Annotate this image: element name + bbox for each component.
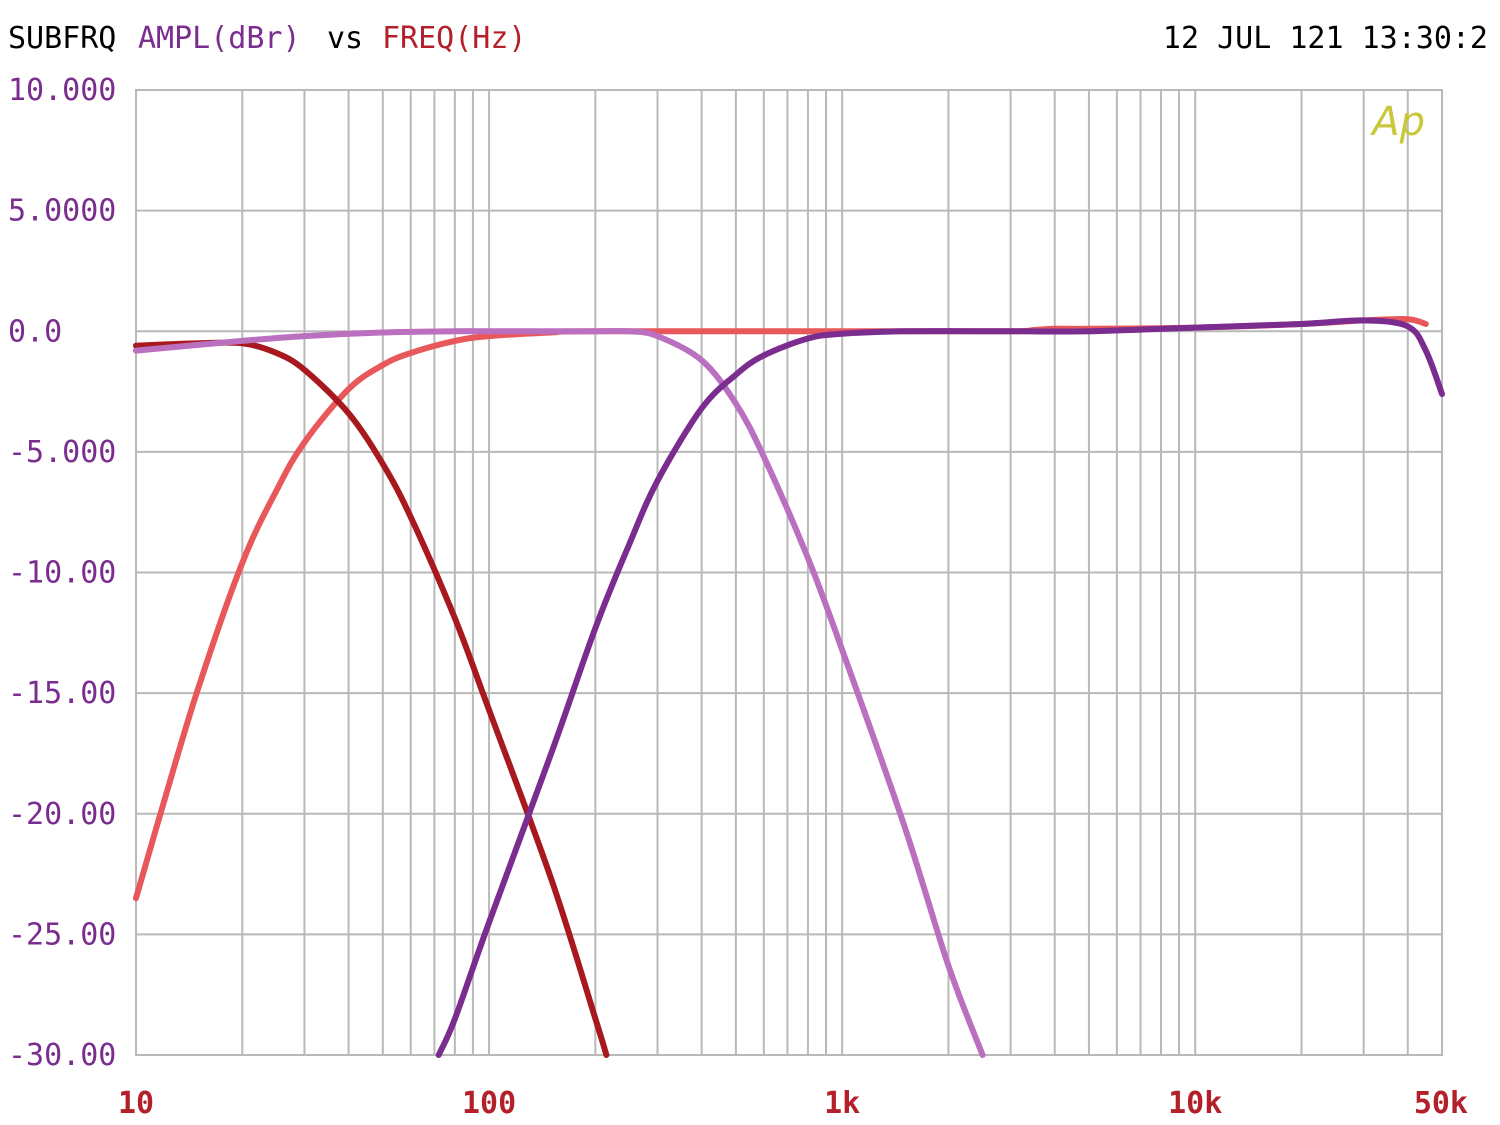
x-tick-label: 1k (824, 1086, 860, 1121)
header-prefix: SUBFRQ (8, 21, 116, 56)
x-tick-label: 10 (118, 1086, 154, 1121)
x-axis-ticks: 10 100 1k 10k 50k (118, 1086, 1468, 1121)
y-tick-label: -10.00 (8, 556, 116, 591)
x-quantity-label: FREQ(Hz) (382, 21, 527, 56)
x-tick-label: 50k (1414, 1086, 1468, 1121)
plot-grid (135, 89, 1443, 1056)
series-lines (133, 316, 1445, 1058)
chart-header: SUBFRQ AMPL(dBr) vs FREQ(Hz) 12 JUL 121 … (8, 21, 1488, 56)
y-axis-ticks: 10.000 5.0000 0.0 -5.000 -10.00 -15.00 -20.00 -… (8, 73, 116, 1073)
series-line-3 (133, 327, 986, 1058)
y-tick-label: -30.00 (8, 1038, 116, 1073)
y-tick-label: 5.0000 (8, 194, 116, 229)
vs-label: vs (327, 21, 363, 56)
x-tick-label: 10k (1168, 1086, 1222, 1121)
y-quantity-label: AMPL(dBr) (138, 21, 301, 56)
y-tick-label: -5.000 (8, 435, 116, 470)
y-tick-label: -20.00 (8, 797, 116, 832)
series-line-1 (133, 316, 1429, 902)
timestamp: 12 JUL 121 13:30:2 (1163, 21, 1488, 56)
ap-logo: Ap (1369, 99, 1425, 145)
series-line-2 (133, 339, 610, 1058)
y-tick-label: -25.00 (8, 917, 116, 952)
y-tick-label: -15.00 (8, 676, 116, 711)
x-tick-label: 100 (462, 1086, 516, 1121)
y-tick-label: 10.000 (8, 73, 116, 108)
y-tick-label: 0.0 (8, 314, 62, 349)
series-line-4 (435, 317, 1445, 1058)
